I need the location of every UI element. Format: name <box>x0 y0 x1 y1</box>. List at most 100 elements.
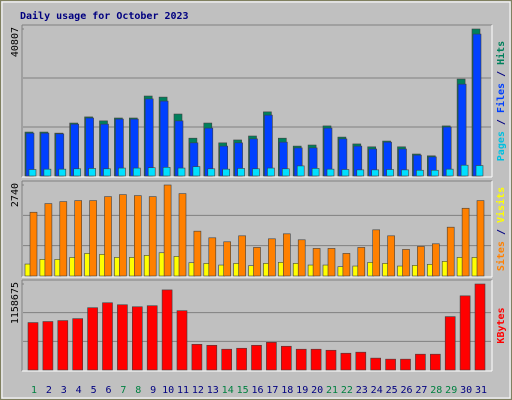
bar <box>460 164 469 177</box>
bar <box>89 200 97 277</box>
x-tick-label: 3 <box>61 385 67 396</box>
bar <box>144 98 154 177</box>
x-tick-label: 31 <box>475 385 487 396</box>
bar <box>87 307 98 371</box>
x-tick-label: 24 <box>371 385 383 396</box>
x-tick-label: 18 <box>281 385 293 396</box>
bar <box>43 168 52 177</box>
legend-entry: Sites <box>495 241 507 271</box>
bar <box>312 248 321 277</box>
bar <box>296 165 305 177</box>
legend-separator: / <box>496 223 507 241</box>
bar <box>323 127 333 177</box>
bar <box>457 83 467 177</box>
bar <box>445 168 454 177</box>
legend-entry: Hits <box>495 41 507 65</box>
bar <box>73 168 81 177</box>
bar <box>104 196 112 277</box>
bar <box>417 246 425 277</box>
bar <box>115 118 124 177</box>
bar <box>100 123 109 177</box>
bar <box>74 200 82 277</box>
bar <box>431 243 440 277</box>
bar <box>442 126 452 177</box>
bar <box>253 247 261 277</box>
bar <box>430 169 439 177</box>
bar <box>385 358 396 371</box>
bar <box>130 118 139 177</box>
x-tick-label: 11 <box>177 385 189 396</box>
bar <box>132 306 143 371</box>
bar <box>340 352 352 371</box>
legend: Pages / Files / Hits <box>495 41 507 161</box>
bar <box>400 358 411 371</box>
bar <box>59 201 68 277</box>
x-tick-label: 6 <box>105 385 111 396</box>
bar <box>193 230 202 277</box>
bar <box>57 320 69 371</box>
bar <box>236 347 247 371</box>
legend-separator: / <box>496 65 507 83</box>
bar <box>401 169 409 177</box>
bar <box>134 195 142 277</box>
bar <box>88 168 96 177</box>
bar <box>325 349 337 371</box>
legend-entry: Visits <box>495 187 507 223</box>
bar <box>28 169 37 177</box>
x-tick-label: 7 <box>120 385 126 396</box>
bar <box>118 167 126 177</box>
bar <box>355 351 367 371</box>
bar <box>341 169 350 177</box>
legend-separator: / <box>496 113 507 131</box>
x-tick-label: 25 <box>386 385 398 396</box>
x-tick-label: 19 <box>296 385 308 396</box>
bar <box>461 207 470 277</box>
bar <box>70 123 79 177</box>
bar <box>58 168 67 177</box>
bar <box>237 168 245 177</box>
bar <box>208 237 217 277</box>
legend: KBytes <box>496 307 507 343</box>
x-tick-label: 2 <box>46 385 52 396</box>
x-tick-label: 22 <box>341 385 353 396</box>
bar <box>148 196 157 277</box>
x-tick-label: 28 <box>430 385 442 396</box>
bar <box>102 302 113 371</box>
bar <box>174 120 184 177</box>
legend-entry: Pages <box>496 131 507 161</box>
bar <box>281 168 290 177</box>
bar <box>295 348 307 371</box>
bar <box>282 233 291 277</box>
x-tick-label: 13 <box>207 385 219 396</box>
bar <box>311 168 320 177</box>
bar <box>472 33 482 177</box>
bar <box>42 321 54 371</box>
bar <box>268 238 276 277</box>
bar <box>72 318 83 371</box>
x-tick-label: 4 <box>76 385 82 396</box>
x-tick-label: 1 <box>31 385 37 396</box>
bar <box>146 305 158 371</box>
bar <box>266 342 277 371</box>
bar <box>429 353 441 371</box>
bar <box>251 344 262 371</box>
bar <box>327 248 336 277</box>
x-tick-label: 16 <box>251 385 263 396</box>
bar <box>415 353 426 371</box>
bar <box>474 283 486 371</box>
x-tick-label: 5 <box>91 385 97 396</box>
bar <box>267 167 275 177</box>
bar <box>264 114 273 177</box>
bar <box>402 249 410 277</box>
bar <box>103 168 111 177</box>
bar <box>161 289 173 371</box>
bar <box>44 203 53 277</box>
chart-title: Daily usage for October 2023 <box>20 10 189 22</box>
bar <box>475 165 484 177</box>
bar <box>221 348 232 371</box>
bar <box>387 235 395 277</box>
bar <box>192 166 201 177</box>
bar <box>162 167 171 177</box>
x-tick-label: 12 <box>192 385 204 396</box>
legend-entry: KBytes <box>496 307 507 343</box>
